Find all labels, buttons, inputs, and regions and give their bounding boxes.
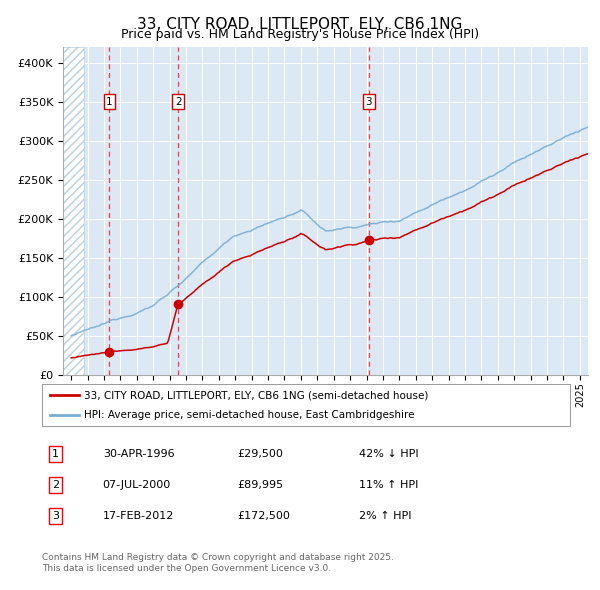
Bar <box>63 47 83 375</box>
Text: 33, CITY ROAD, LITTLEPORT, ELY, CB6 1NG: 33, CITY ROAD, LITTLEPORT, ELY, CB6 1NG <box>137 17 463 31</box>
Text: £172,500: £172,500 <box>238 512 290 521</box>
Text: 30-APR-1996: 30-APR-1996 <box>103 450 175 459</box>
Text: Price paid vs. HM Land Registry's House Price Index (HPI): Price paid vs. HM Land Registry's House … <box>121 28 479 41</box>
Text: 07-JUL-2000: 07-JUL-2000 <box>103 480 171 490</box>
Text: 2% ↑ HPI: 2% ↑ HPI <box>359 512 412 521</box>
Text: HPI: Average price, semi-detached house, East Cambridgeshire: HPI: Average price, semi-detached house,… <box>84 410 415 420</box>
Text: 1: 1 <box>52 450 59 459</box>
Bar <box>63 47 83 375</box>
Text: 11% ↑ HPI: 11% ↑ HPI <box>359 480 418 490</box>
Text: 42% ↓ HPI: 42% ↓ HPI <box>359 450 418 459</box>
Text: £89,995: £89,995 <box>238 480 283 490</box>
Text: Contains HM Land Registry data © Crown copyright and database right 2025.
This d: Contains HM Land Registry data © Crown c… <box>42 553 394 573</box>
Text: 17-FEB-2012: 17-FEB-2012 <box>103 512 174 521</box>
Text: £29,500: £29,500 <box>238 450 283 459</box>
Text: 2: 2 <box>175 97 181 107</box>
Text: 33, CITY ROAD, LITTLEPORT, ELY, CB6 1NG (semi-detached house): 33, CITY ROAD, LITTLEPORT, ELY, CB6 1NG … <box>84 391 428 401</box>
Text: 3: 3 <box>365 97 372 107</box>
Text: 1: 1 <box>106 97 113 107</box>
Text: 3: 3 <box>52 512 59 521</box>
Text: 2: 2 <box>52 480 59 490</box>
